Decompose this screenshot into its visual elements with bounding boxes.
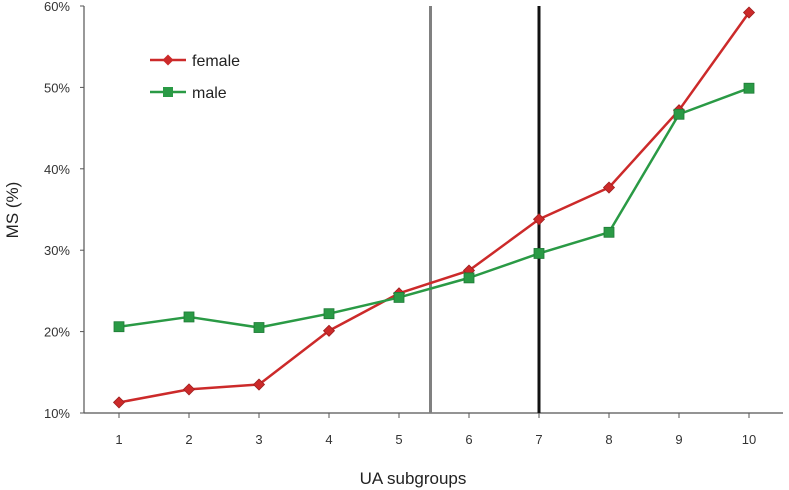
series-female (112, 6, 756, 409)
x-tick-label: 1 (115, 432, 122, 447)
data-point-male (113, 321, 125, 333)
data-point-male (323, 308, 335, 320)
x-axis-title: UA subgroups (360, 469, 467, 488)
y-tick-label: 60% (44, 0, 70, 14)
data-point-male (673, 108, 685, 120)
series-male (113, 82, 755, 333)
data-point-female (532, 213, 546, 226)
legend-marker-female (162, 54, 174, 66)
series-line-female (118, 11, 751, 404)
y-tick-label: 10% (44, 406, 70, 421)
data-point-female (182, 383, 196, 396)
legend-marker-male (163, 87, 173, 97)
data-point-female (742, 6, 756, 19)
series-line-male (118, 87, 750, 329)
y-tick-label: 30% (44, 243, 70, 258)
x-tick-label: 7 (535, 432, 542, 447)
data-point-male (743, 82, 755, 94)
data-point-male (533, 248, 545, 259)
axes (83, 6, 783, 414)
legend-label-female: female (192, 53, 240, 70)
data-point-male (253, 322, 265, 333)
data-point-female (112, 396, 126, 409)
legend: female male (150, 53, 240, 102)
data-point-male (603, 226, 615, 238)
legend-item-female: female (150, 53, 240, 70)
x-tick-label: 3 (255, 432, 262, 447)
x-tick-label: 8 (605, 432, 612, 447)
x-tick-label: 9 (675, 432, 682, 447)
legend-item-male: male (150, 85, 227, 102)
x-tick-label: 5 (395, 432, 402, 447)
series-group (112, 6, 756, 409)
data-point-female (602, 181, 616, 194)
x-tick-label: 2 (185, 432, 192, 447)
reference-lines (429, 6, 541, 413)
y-tick-labels: 10% 20% 30% 40% 50% 60% (44, 0, 84, 421)
legend-label-male: male (192, 85, 227, 102)
x-tick-label: 10 (742, 432, 756, 447)
data-point-male (393, 292, 405, 303)
y-tick-label: 50% (44, 80, 70, 95)
x-tick-labels: 1 2 3 4 5 6 7 8 9 10 (115, 413, 756, 447)
data-point-male (183, 311, 195, 323)
x-tick-label: 4 (325, 432, 332, 447)
y-tick-label: 40% (44, 162, 70, 177)
y-tick-label: 20% (44, 325, 70, 340)
x-tick-label: 6 (465, 432, 472, 447)
data-point-female (252, 378, 266, 391)
data-point-female (322, 324, 336, 337)
data-point-male (463, 272, 475, 284)
y-axis-title: MS (%) (3, 182, 22, 239)
